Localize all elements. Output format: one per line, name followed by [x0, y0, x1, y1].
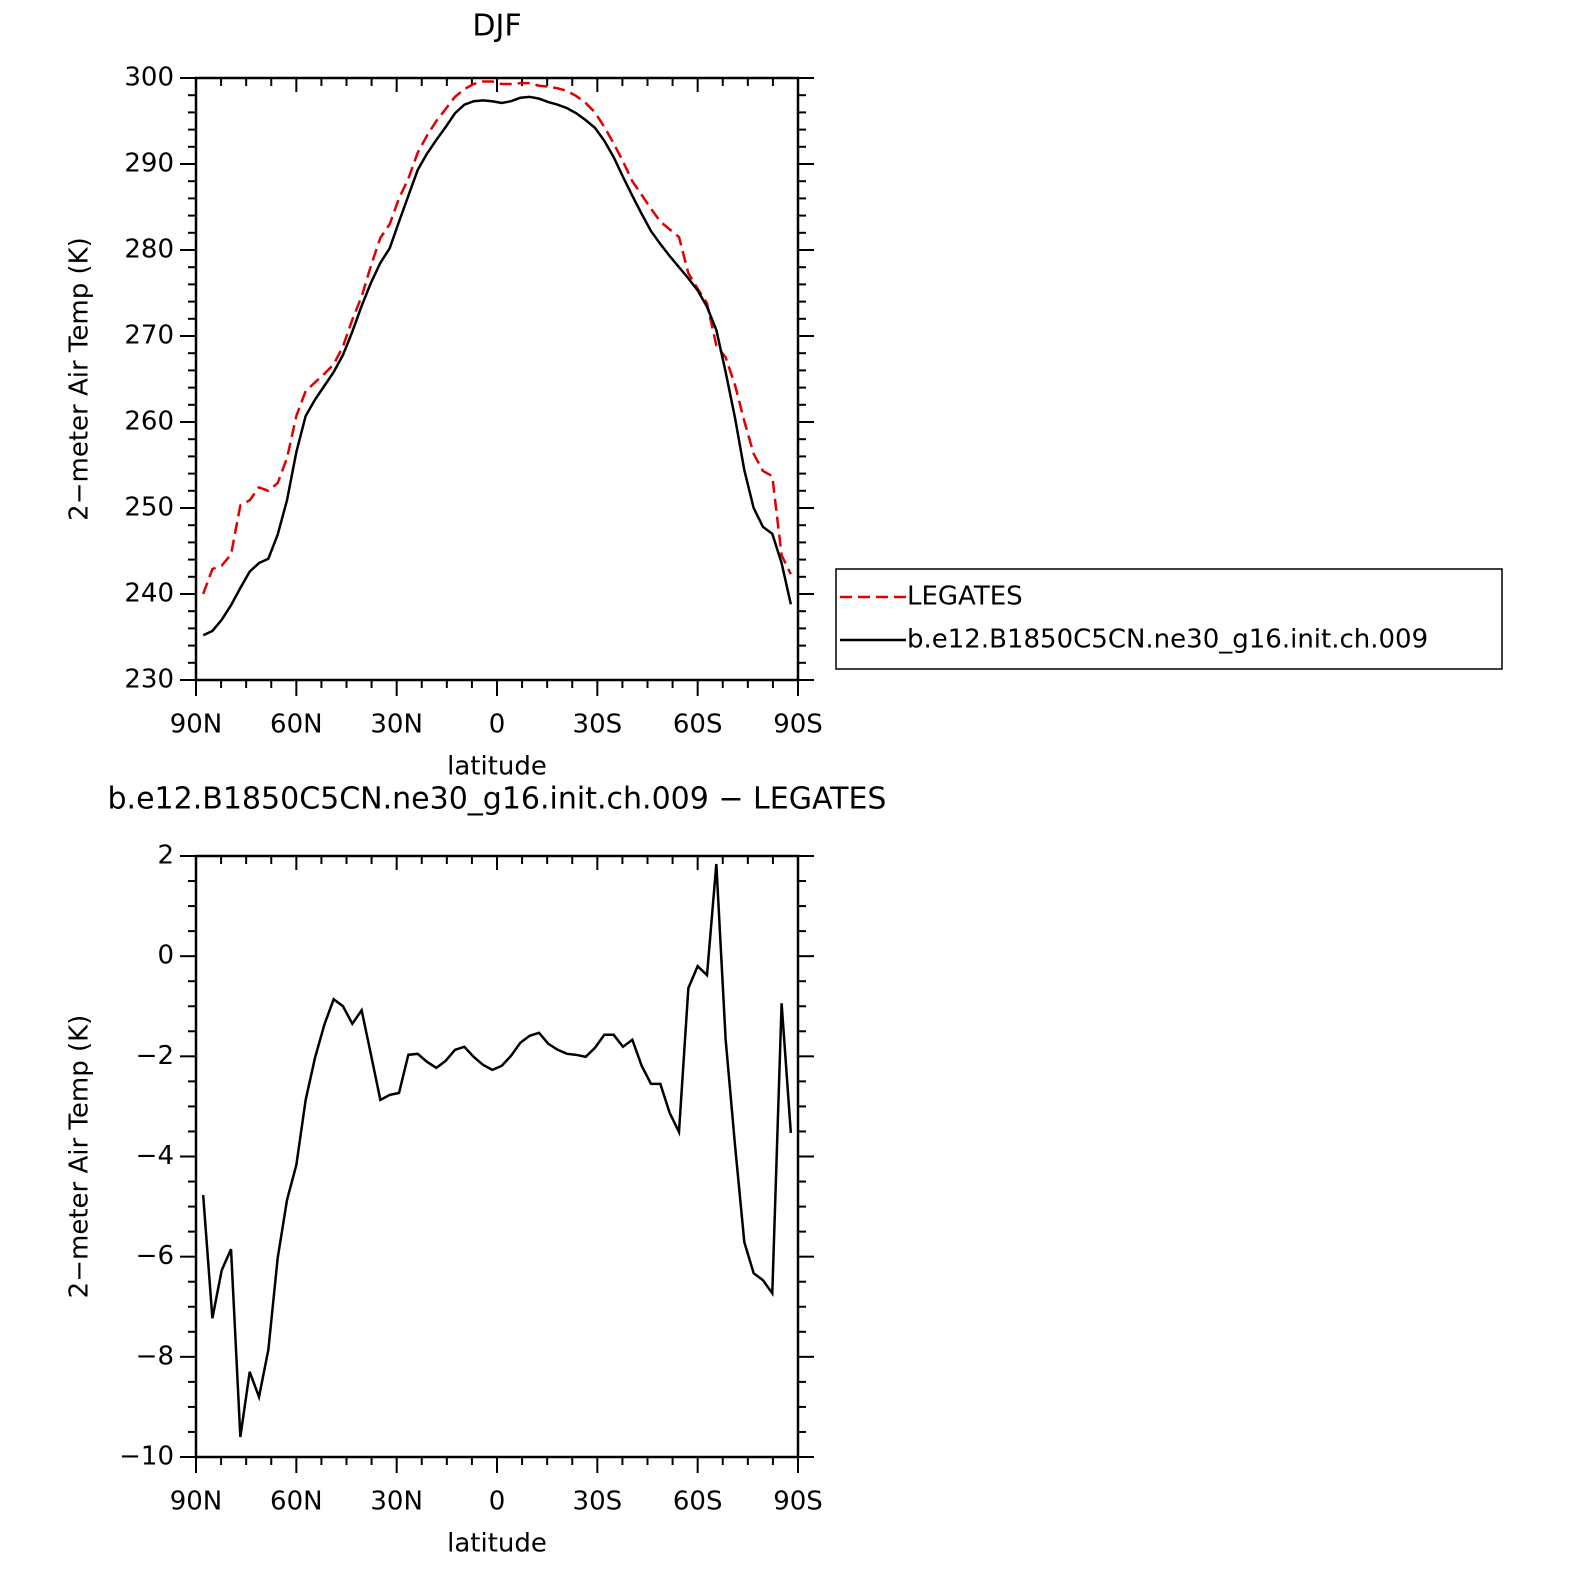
x-tick-label: 30S: [573, 710, 623, 740]
x-tick-label: 60N: [270, 710, 323, 740]
y-tick-label: 270: [124, 321, 174, 351]
y-tick-label: 0: [157, 941, 174, 971]
y-tick-label: 260: [124, 407, 174, 437]
x-tick-label: 0: [489, 710, 506, 740]
plot-frame: [194, 76, 800, 682]
legend-label: b.e12.B1850C5CN.ne30_g16.init.ch.009: [907, 625, 1428, 655]
y-tick-label: −6: [136, 1241, 174, 1271]
y-tick-label: −10: [119, 1442, 174, 1472]
y-tick-label: −8: [136, 1341, 174, 1371]
y-tick-label: 2: [157, 841, 174, 871]
x-tick-label: 30N: [370, 710, 423, 740]
data-line: [201, 80, 792, 595]
y-tick-label: 290: [124, 149, 174, 179]
x-tick-label: 90N: [170, 710, 223, 740]
x-tick-label: 60S: [673, 1487, 723, 1517]
y-axis-label: 2−meter Air Temp (K): [65, 1015, 95, 1299]
x-tick-label: 0: [489, 1487, 506, 1517]
legend-label: LEGATES: [907, 582, 1023, 612]
y-tick-label: 280: [124, 235, 174, 265]
x-axis-label: latitude: [447, 1529, 547, 1559]
y-tick-label: −4: [136, 1141, 174, 1171]
x-tick-label: 60S: [673, 710, 723, 740]
data-line: [201, 863, 793, 1438]
y-axis-label: 2−meter Air Temp (K): [65, 237, 95, 521]
x-tick-label: 90S: [773, 1487, 823, 1517]
plot-frame: [194, 854, 800, 1459]
x-tick-label: 30N: [370, 1487, 423, 1517]
x-tick-label: 90S: [773, 710, 823, 740]
x-tick-label: 30S: [573, 1487, 623, 1517]
legend-box: [835, 568, 1503, 670]
data-line: [202, 95, 793, 637]
y-tick-label: 300: [124, 63, 174, 93]
y-tick-label: −2: [136, 1041, 174, 1071]
chart-title: DJF: [472, 9, 521, 44]
x-axis-label: latitude: [447, 752, 547, 782]
x-tick-label: 60N: [270, 1487, 323, 1517]
chart-title: b.e12.B1850C5CN.ne30_g16.init.ch.009 − L…: [108, 782, 887, 817]
y-tick-label: 230: [124, 665, 174, 695]
y-tick-label: 240: [124, 579, 174, 609]
y-tick-label: 250: [124, 493, 174, 523]
x-tick-label: 90N: [170, 1487, 223, 1517]
